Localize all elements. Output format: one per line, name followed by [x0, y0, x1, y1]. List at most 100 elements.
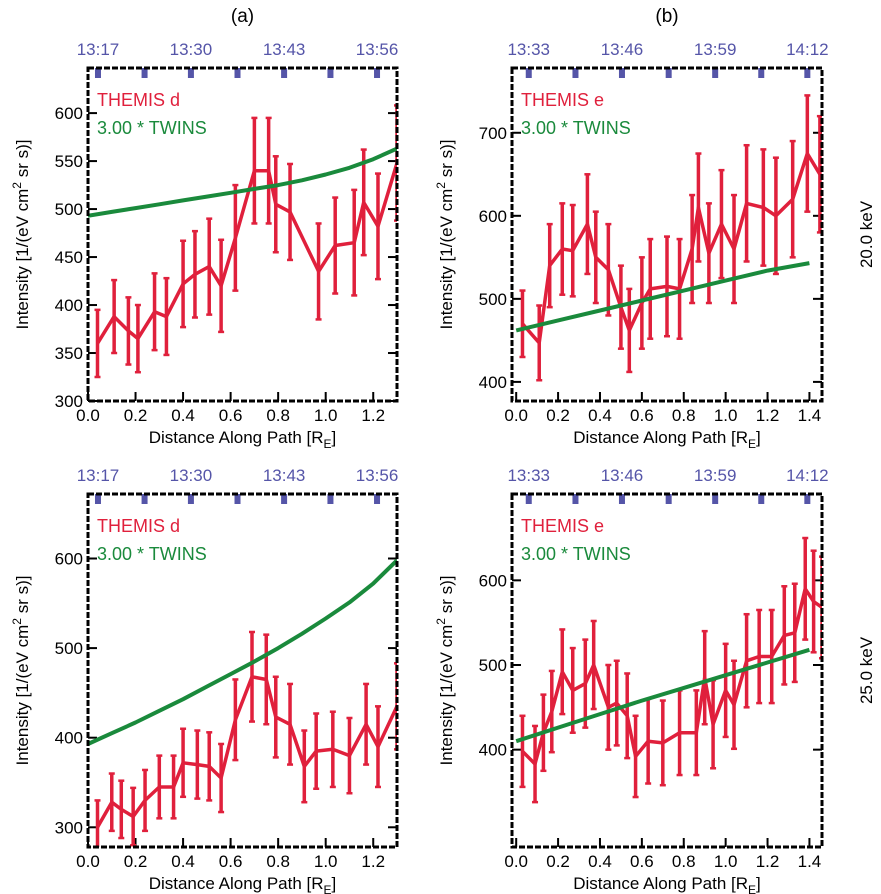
x-tick-label: 0.6: [219, 406, 243, 425]
data-line: [95, 675, 397, 829]
top-minor-tick: [234, 68, 241, 78]
legend-entry: 3.00 * TWINS: [521, 544, 631, 564]
x-tick-label: 0.8: [672, 852, 696, 871]
y-tick-label: 350: [55, 344, 83, 363]
top-tick-label: 14:12: [786, 466, 829, 485]
x-axis-label: Distance Along Path [RE]: [149, 428, 337, 451]
data-line: [96, 162, 397, 345]
top-tick: [94, 68, 101, 78]
legend-entry: THEMIS d: [97, 90, 180, 110]
legend-entry: 3.00 * TWINS: [97, 118, 207, 138]
y-tick-label: 550: [55, 152, 83, 171]
x-tick-label: 1.2: [756, 852, 780, 871]
x-tick-label: 0.8: [266, 406, 290, 425]
y-tick-label: 450: [55, 248, 83, 267]
y-axis-label: Intensity [1/(eV cm2 sr s)]: [434, 576, 456, 766]
y-tick-label: 500: [55, 639, 83, 658]
x-tick-label: 0.0: [504, 852, 528, 871]
x-tick-label: 1.4: [798, 852, 822, 871]
top-minor-tick: [758, 494, 765, 504]
panel: (b) 20.0 keV 0.0 0.2 0.4 0.6 0.8 1.0 1.2 1.4 400 50…: [434, 6, 876, 451]
top-minor-tick: [758, 68, 765, 78]
legend-entry: THEMIS d: [97, 516, 180, 536]
x-tick-label: 0.6: [630, 852, 654, 871]
legend-entry: THEMIS e: [521, 90, 604, 110]
y-tick-label: 400: [479, 741, 507, 760]
top-tick-label: 13:33: [507, 466, 550, 485]
panel: 0.0 0.2 0.4 0.6 0.8 1.0 1.2 300 400 500 600 13:17 13…: [10, 466, 399, 894]
model-line: [515, 261, 810, 333]
top-tick: [281, 68, 288, 78]
x-tick-label: 0.2: [546, 406, 570, 425]
model-line: [515, 647, 810, 744]
x-tick-label: 0.0: [76, 852, 100, 871]
row-label: 20.0 keV: [857, 200, 876, 268]
x-tick-label: 1.4: [798, 406, 822, 425]
y-axis-label: Intensity [1/(eV cm2 sr s)]: [10, 576, 32, 766]
y-tick-label: 500: [479, 656, 507, 675]
x-tick-label: 0.0: [76, 406, 100, 425]
x-tick-label: 0.6: [219, 852, 243, 871]
x-tick-label: 0.8: [266, 852, 290, 871]
top-tick: [187, 494, 194, 504]
top-tick: [281, 494, 288, 504]
top-tick: [374, 494, 381, 504]
x-tick-label: 0.4: [171, 406, 195, 425]
x-tick-label: 0.6: [630, 406, 654, 425]
top-tick-label: 13:46: [601, 466, 644, 485]
top-minor-tick: [141, 68, 148, 78]
top-minor-tick: [665, 494, 672, 504]
top-tick: [374, 68, 381, 78]
x-tick-label: 1.0: [714, 852, 738, 871]
top-minor-tick: [665, 68, 672, 78]
top-tick-label: 13:30: [170, 466, 213, 485]
top-tick: [187, 68, 194, 78]
x-tick-label: 0.2: [124, 406, 148, 425]
panel: 25.0 keV 0.0 0.2 0.4 0.6 0.8 1.0 1.2 1.4 400 500 60…: [434, 466, 876, 894]
x-axis-label: Distance Along Path [RE]: [149, 874, 337, 894]
y-tick-label: 600: [479, 571, 507, 590]
plot-area: [515, 94, 822, 382]
top-tick: [525, 68, 532, 78]
panel-title: (a): [231, 6, 254, 27]
top-minor-tick: [141, 494, 148, 504]
top-tick-label: 13:59: [694, 466, 737, 485]
top-tick: [525, 494, 532, 504]
top-tick-label: 13:56: [356, 40, 399, 59]
top-tick: [618, 68, 625, 78]
y-tick-label: 500: [479, 290, 507, 309]
top-tick-label: 13:33: [507, 40, 550, 59]
model-line: [88, 146, 397, 218]
x-tick-label: 1.0: [314, 852, 338, 871]
x-tick-label: 0.4: [588, 406, 612, 425]
y-tick-label: 300: [55, 818, 83, 837]
plot-frame: [510, 66, 824, 403]
y-tick-label: 300: [55, 392, 83, 411]
plot-frame: [86, 492, 399, 849]
top-tick: [712, 68, 719, 78]
x-tick-label: 0.0: [504, 406, 528, 425]
top-minor-tick: [572, 68, 579, 78]
panel: (a) 0.0 0.2 0.4 0.6 0.8 1.0 1.2 300 350 400 450 500 5…: [10, 6, 399, 451]
top-tick-label: 13:43: [263, 40, 306, 59]
x-tick-label: 1.0: [714, 406, 738, 425]
y-tick-label: 400: [55, 729, 83, 748]
x-tick-label: 0.4: [588, 852, 612, 871]
top-minor-tick: [327, 68, 334, 78]
y-tick-label: 500: [55, 200, 83, 219]
plot-frame: [510, 492, 824, 849]
x-tick-label: 0.4: [171, 852, 195, 871]
y-axis-label: Intensity [1/(eV cm2 sr s)]: [10, 140, 32, 330]
top-minor-tick: [327, 494, 334, 504]
plot-area: [88, 558, 397, 847]
x-tick-label: 0.2: [124, 852, 148, 871]
y-tick-label: 600: [479, 207, 507, 226]
legend-entry: THEMIS e: [521, 516, 604, 536]
x-axis-label: Distance Along Path [RE]: [573, 874, 761, 894]
y-tick-label: 600: [55, 104, 83, 123]
top-tick-label: 13:46: [601, 40, 644, 59]
top-tick-label: 13:43: [263, 466, 306, 485]
top-tick-label: 14:12: [786, 40, 829, 59]
panel-title: (b): [655, 6, 678, 27]
